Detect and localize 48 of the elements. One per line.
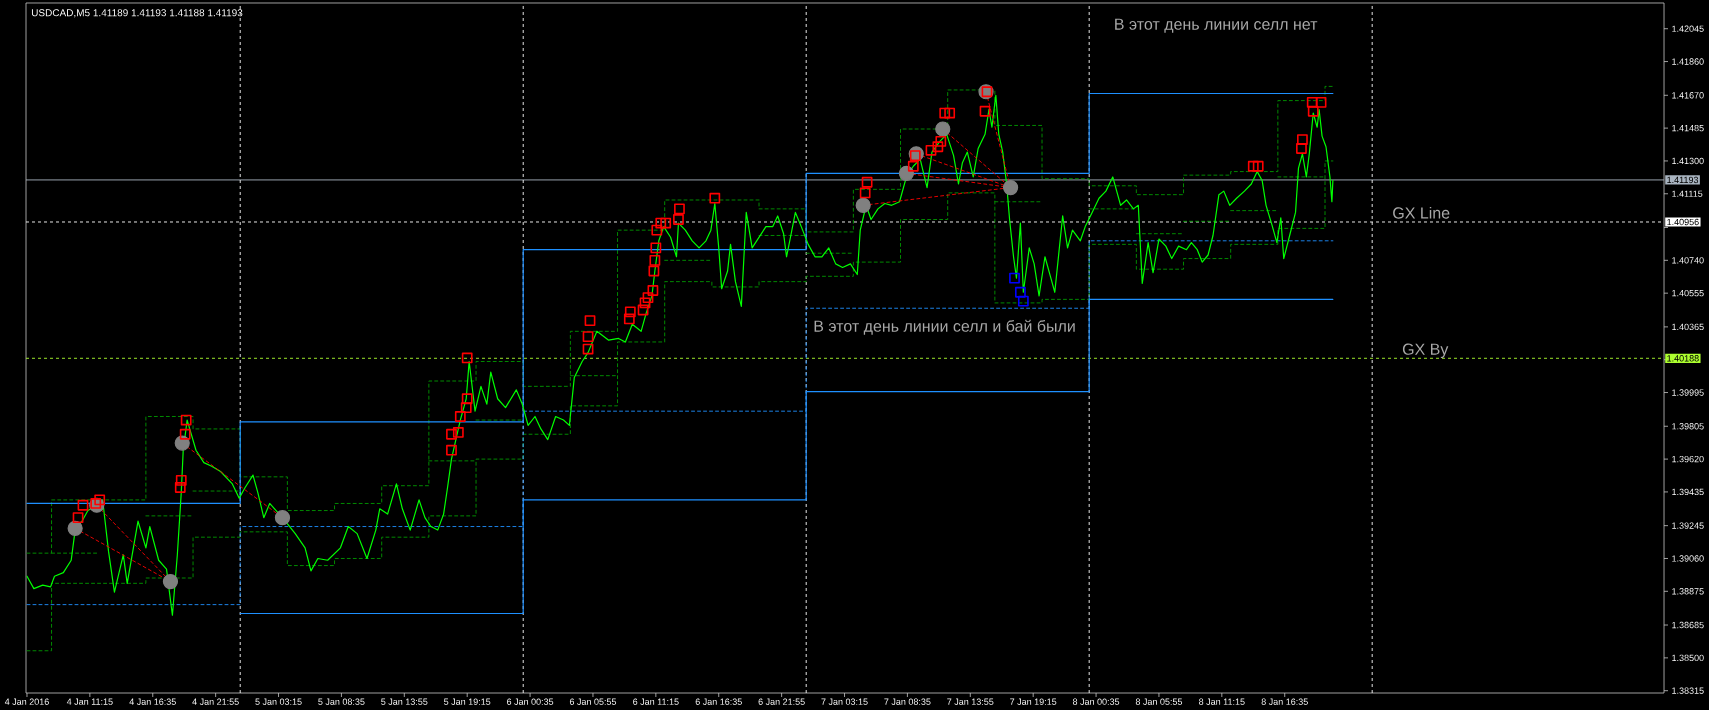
x-tick-label: 4 Jan 2016 bbox=[4, 698, 49, 705]
x-tick-label: 6 Jan 16:35 bbox=[695, 698, 742, 705]
ref-line-label: 1.40956 bbox=[1667, 218, 1699, 226]
y-tick-label: 1.39435 bbox=[1672, 488, 1704, 496]
y-tick-label: 1.41670 bbox=[1672, 92, 1704, 99]
y-tick-label: 1.42045 bbox=[1672, 25, 1704, 32]
y-tick-label: 1.39995 bbox=[1672, 389, 1704, 396]
x-tick-label: 5 Jan 08:35 bbox=[318, 698, 365, 705]
y-tick-label: 1.38875 bbox=[1672, 588, 1704, 595]
y-tick-label: 1.40740 bbox=[1672, 257, 1704, 264]
y-tick-label: 1.41485 bbox=[1672, 124, 1704, 132]
annotation: В этот день линии селл нет bbox=[1115, 18, 1318, 33]
y-tick-label: 1.40365 bbox=[1672, 323, 1704, 331]
text: USDCAD,M5 1.41189 1.41193 1.41188 1.41193 bbox=[31, 9, 243, 18]
annotation: В этот день линии селл и бай были bbox=[814, 319, 1075, 335]
x-tick-label: 7 Jan 19:15 bbox=[1010, 698, 1057, 705]
y-tick-label: 1.38315 bbox=[1672, 687, 1704, 694]
x-tick-label: 4 Jan 16:35 bbox=[129, 698, 176, 705]
x-tick-label: 7 Jan 13:55 bbox=[947, 698, 994, 705]
y-tick-label: 1.41300 bbox=[1672, 157, 1704, 165]
y-tick-label: 1.41860 bbox=[1672, 58, 1704, 65]
x-tick-label: 7 Jan 03:15 bbox=[821, 698, 868, 705]
x-tick-label: 8 Jan 11:15 bbox=[1199, 698, 1245, 705]
y-tick-label: 1.39620 bbox=[1672, 455, 1704, 463]
x-tick-label: 6 Jan 05:55 bbox=[569, 698, 617, 705]
x-tick-label: 5 Jan 19:15 bbox=[444, 698, 491, 705]
x-tick-label: 6 Jan 00:35 bbox=[507, 698, 554, 705]
y-tick-label: 1.39245 bbox=[1672, 522, 1704, 529]
y-tick-label: 1.38685 bbox=[1672, 621, 1704, 629]
x-tick-label: 8 Jan 16:35 bbox=[1261, 698, 1308, 705]
x-tick-label: 5 Jan 13:55 bbox=[381, 698, 428, 705]
x-tick-label: 6 Jan 21:55 bbox=[758, 698, 805, 705]
y-tick-label: 1.41115 bbox=[1672, 190, 1703, 197]
y-tick-label: 1.38500 bbox=[1672, 654, 1704, 662]
y-tick-label: 1.39805 bbox=[1672, 423, 1704, 430]
x-tick-label: 8 Jan 00:35 bbox=[1072, 698, 1120, 705]
annotation: GX Line bbox=[1393, 206, 1450, 219]
ref-line-label: 1.41193 bbox=[1667, 176, 1699, 184]
y-tick-label: 1.40555 bbox=[1672, 289, 1704, 297]
ref-line-label: 1.40188 bbox=[1667, 355, 1699, 362]
x-tick-label: 6 Jan 11:15 bbox=[633, 698, 679, 705]
x-tick-label: 4 Jan 21:55 bbox=[192, 698, 239, 705]
x-tick-label: 8 Jan 05:55 bbox=[1135, 698, 1183, 705]
y-tick-label: 1.39060 bbox=[1672, 555, 1704, 562]
x-tick-label: 7 Jan 08:35 bbox=[884, 698, 931, 705]
x-tick-label: 4 Jan 11:15 bbox=[66, 698, 113, 705]
x-tick-label: 5 Jan 03:15 bbox=[255, 698, 302, 705]
annotation: GX By bbox=[1402, 343, 1449, 359]
